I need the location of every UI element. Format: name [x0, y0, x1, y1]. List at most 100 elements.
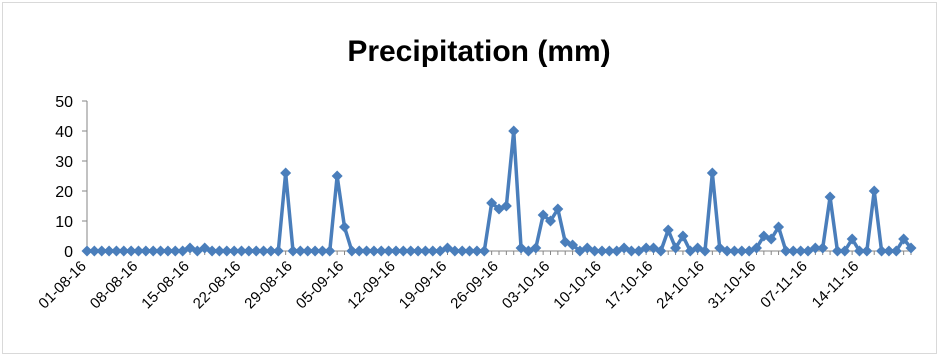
data-point — [765, 233, 777, 245]
y-tick-label: 10 — [55, 214, 73, 231]
x-tick-label: 15-08-16 — [138, 258, 192, 312]
data-point — [876, 245, 888, 257]
x-tick-label: 14-11-16 — [809, 258, 863, 312]
data-point — [471, 245, 483, 257]
data-point — [361, 245, 373, 257]
data-point — [567, 239, 579, 251]
data-point — [346, 245, 358, 257]
chart-title: Precipitation (mm) — [347, 35, 610, 68]
data-point — [221, 245, 233, 257]
data-point — [375, 245, 387, 257]
x-tick-label: 31-10-16 — [705, 258, 759, 312]
data-point — [596, 245, 608, 257]
data-point — [662, 224, 674, 236]
data-point — [773, 221, 785, 233]
data-point — [265, 245, 277, 257]
data-point — [883, 245, 895, 257]
y-tick-label: 50 — [55, 94, 73, 111]
data-point — [530, 242, 542, 254]
x-tick-label: 08-08-16 — [87, 258, 141, 312]
data-point — [861, 245, 873, 257]
data-point — [302, 245, 314, 257]
x-tick-label: 10-10-16 — [550, 258, 604, 312]
data-point — [250, 245, 262, 257]
data-point — [809, 242, 821, 254]
data-point — [545, 215, 556, 227]
data-point — [655, 245, 667, 257]
chart-frame: Precipitation (mm) 0 10 20 30 40 50 01-08-16 0… — [2, 2, 937, 354]
data-point — [817, 242, 829, 254]
data-point — [537, 209, 549, 221]
data-point — [339, 221, 350, 233]
data-point — [787, 245, 799, 257]
data-point — [353, 245, 365, 257]
data-point — [280, 167, 292, 179]
data-point — [728, 245, 740, 257]
data-point — [405, 245, 417, 257]
data-point — [868, 185, 880, 197]
data-point — [736, 245, 748, 257]
data-point — [140, 245, 152, 257]
data-point — [706, 167, 718, 179]
x-tick-label: 24-10-16 — [653, 258, 707, 312]
data-point — [751, 242, 762, 254]
data-point — [118, 245, 130, 257]
data-point — [88, 245, 100, 257]
x-tick-label: 03-10-16 — [499, 258, 553, 312]
y-tick-label: 0 — [64, 244, 73, 261]
data-point — [228, 245, 240, 257]
data-point — [258, 245, 270, 257]
y-tick-label: 20 — [55, 184, 73, 201]
x-tick-label: 05-09-16 — [293, 258, 347, 312]
data-point — [272, 245, 284, 257]
data-point — [795, 245, 807, 257]
data-point — [309, 245, 321, 257]
data-point — [427, 245, 439, 257]
data-point — [331, 170, 343, 182]
data-point — [508, 125, 520, 137]
data-point — [846, 233, 858, 245]
data-point — [397, 245, 409, 257]
data-point — [324, 245, 336, 257]
data-point — [162, 245, 174, 257]
data-point — [721, 245, 733, 257]
data-point — [699, 245, 711, 257]
data-point — [147, 245, 159, 257]
data-point — [236, 245, 247, 257]
x-tick-label: 12-09-16 — [344, 258, 398, 312]
data-point — [383, 245, 395, 257]
data-point — [464, 245, 476, 257]
data-point — [625, 245, 637, 257]
data-point — [81, 245, 93, 257]
data-point — [839, 245, 851, 257]
data-point — [103, 245, 115, 257]
data-point — [213, 245, 225, 257]
data-point — [287, 245, 299, 257]
x-tick-label: 17-10-16 — [602, 258, 656, 312]
data-point — [206, 245, 218, 257]
data-point — [905, 242, 917, 254]
data-point — [552, 203, 564, 215]
data-point — [831, 245, 843, 257]
data-point — [390, 245, 402, 257]
data-point — [478, 245, 490, 257]
x-tick-label: 22-08-16 — [190, 258, 244, 312]
data-point — [133, 245, 144, 257]
data-point — [316, 245, 328, 257]
data-point — [824, 191, 836, 203]
series-precipitation — [81, 125, 917, 257]
data-point — [110, 245, 122, 257]
data-point — [500, 200, 512, 212]
data-point — [169, 245, 181, 257]
data-point — [486, 197, 498, 209]
y-axis: 0 10 20 30 40 50 — [55, 94, 88, 261]
data-point — [780, 245, 792, 257]
data-point — [603, 245, 615, 257]
data-point — [640, 242, 652, 254]
data-point — [243, 245, 255, 257]
x-tick-label: 07-11-16 — [757, 258, 811, 312]
x-tick-label: 19-09-16 — [396, 258, 450, 312]
data-point — [294, 245, 306, 257]
data-point — [898, 233, 910, 245]
